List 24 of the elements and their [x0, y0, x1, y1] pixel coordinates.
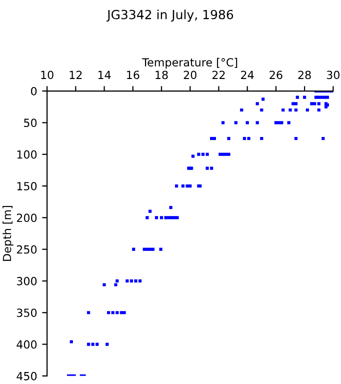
x-tick-label: 16: [127, 70, 140, 80]
x-tick-label: 18: [156, 70, 168, 80]
x-tick-label: 10: [41, 70, 54, 80]
chart-title: JG3342 in July, 1986: [106, 10, 234, 22]
x-tick-label: 26: [270, 70, 282, 80]
y-tick-label: 200: [16, 214, 37, 222]
y-tick-label: 400: [16, 340, 37, 349]
y-tick-label: 450: [16, 372, 37, 380]
y-tick-label: 100: [17, 150, 37, 159]
y-axis-title: Depth [m]: [2, 206, 14, 261]
x-axis-title: Temperature [°C]: [142, 58, 238, 69]
y-tick-label: 250: [16, 245, 37, 254]
y-tick-label: 50: [24, 118, 37, 128]
y-tick-label: 300: [16, 276, 37, 286]
y-tick-label: 0: [31, 86, 37, 96]
x-tick-label: 22: [212, 70, 225, 79]
x-tick-label: 30: [326, 70, 340, 80]
x-tick-label: 14: [98, 70, 111, 79]
x-tick-label: 24: [241, 70, 254, 79]
x-tick-label: 12: [70, 70, 82, 79]
x-tick-label: 28: [298, 70, 311, 80]
x-tick-label: 20: [184, 70, 196, 80]
y-tick-label: 350: [16, 308, 37, 317]
y-tick-label: 150: [17, 182, 37, 190]
